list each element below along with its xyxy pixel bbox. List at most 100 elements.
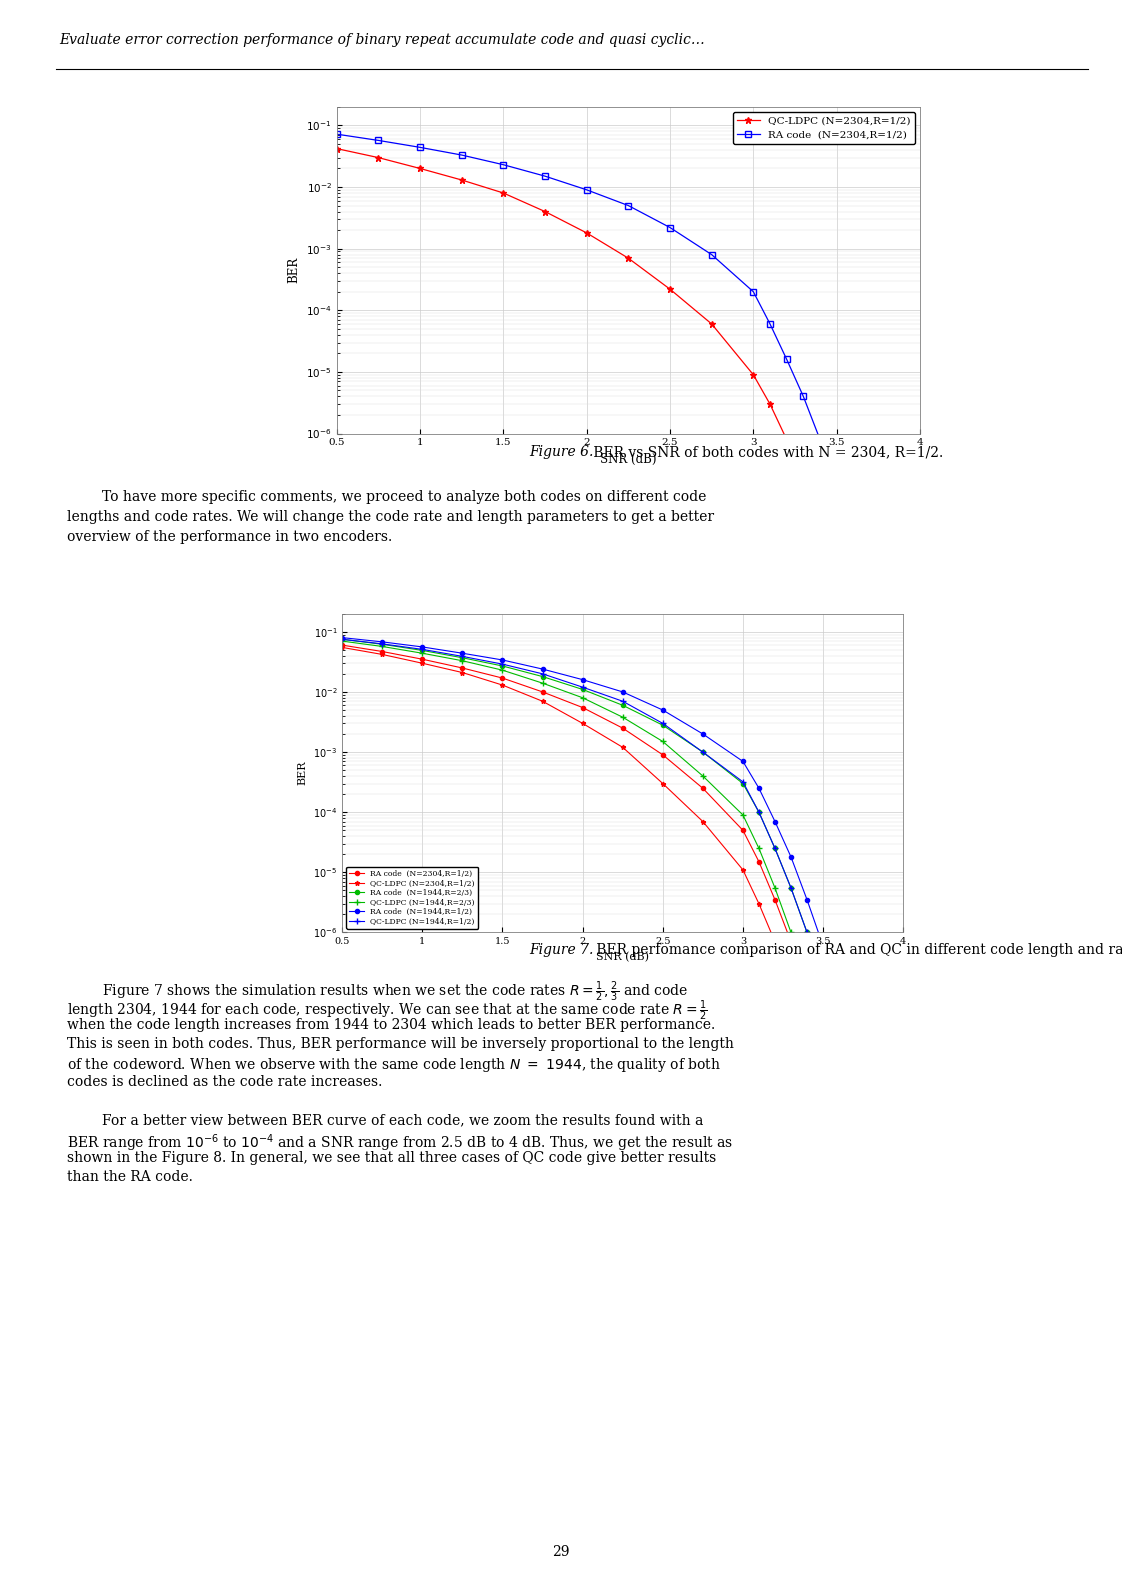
RA code  (N=2304,R=1/2) (576, 698, 589, 717)
RA code  (N=2304,R=1/2) (539, 167, 552, 186)
Line: QC-LDPC (N=1944,R=1/2): QC-LDPC (N=1944,R=1/2) (340, 636, 858, 1111)
Line: QC-LDPC (N=2304,R=1/2): QC-LDPC (N=2304,R=1/2) (340, 646, 857, 1199)
QC-LDPC (N=2304,R=1/2) (576, 714, 589, 733)
QC-LDPC (N=1944,R=1/2) (817, 972, 830, 991)
Text: BER perfomance comparison of RA and QC in different code length and rate.: BER perfomance comparison of RA and QC i… (592, 944, 1122, 956)
QC-LDPC (N=1944,R=2/3) (752, 838, 765, 858)
RA code  (N=1944,R=1/2) (496, 650, 509, 669)
RA code  (N=1944,R=2/3) (536, 666, 550, 685)
QC-LDPC (N=2304,R=1/2) (746, 365, 760, 384)
RA code  (N=1944,R=2/3) (335, 630, 349, 649)
QC-LDPC (N=2304,R=1/2) (763, 395, 776, 414)
RA code  (N=1944,R=2/3) (752, 803, 765, 823)
QC-LDPC (N=2304,R=1/2) (454, 171, 468, 190)
QC-LDPC (N=1944,R=2/3) (784, 923, 798, 942)
RA code  (N=1944,R=2/3) (800, 923, 813, 942)
RA code  (N=2304,R=1/2) (784, 932, 798, 952)
RA code  (N=2304,R=1/2) (833, 1086, 846, 1105)
QC-LDPC (N=1944,R=2/3) (817, 1025, 830, 1044)
QC-LDPC (N=1944,R=1/2) (536, 665, 550, 684)
RA code  (N=2304,R=1/2) (752, 853, 765, 872)
QC-LDPC (N=1944,R=2/3) (335, 631, 349, 650)
RA code  (N=1944,R=1/2) (376, 633, 389, 652)
QC-LDPC (N=2304,R=1/2) (752, 894, 765, 913)
RA code  (N=1944,R=2/3) (656, 716, 670, 735)
RA code  (N=1944,R=1/2) (736, 752, 749, 771)
Y-axis label: BER: BER (297, 760, 307, 786)
Line: QC-LDPC (N=1944,R=2/3): QC-LDPC (N=1944,R=2/3) (340, 638, 858, 1160)
Text: when the code length increases from 1944 to 2304 which leads to better BER perfo: when the code length increases from 1944… (67, 1019, 715, 1031)
RA code  (N=2304,R=1/2) (580, 180, 594, 199)
Text: lengths and code rates. We will change the code rate and length parameters to ge: lengths and code rates. We will change t… (67, 510, 714, 524)
QC-LDPC (N=1944,R=1/2) (769, 838, 782, 858)
QC-LDPC (N=2304,R=1/2) (330, 139, 343, 158)
RA code  (N=1944,R=2/3) (576, 681, 589, 700)
QC-LDPC (N=2304,R=1/2) (800, 1019, 813, 1038)
Line: RA code  (N=2304,R=1/2): RA code (N=2304,R=1/2) (340, 642, 857, 1157)
RA code  (N=2304,R=1/2) (800, 979, 813, 998)
QC-LDPC (N=1944,R=1/2) (800, 923, 813, 942)
RA code  (N=1944,R=2/3) (736, 775, 749, 794)
QC-LDPC (N=1944,R=1/2) (696, 743, 709, 762)
RA code  (N=1944,R=1/2) (616, 682, 629, 701)
QC-LDPC (N=1944,R=2/3) (800, 971, 813, 990)
Text: shown in the Figure 8. In general, we see that all three cases of QC code give b: shown in the Figure 8. In general, we se… (67, 1151, 716, 1165)
QC-LDPC (N=1944,R=2/3) (848, 1148, 862, 1167)
RA code  (N=1944,R=1/2) (656, 700, 670, 719)
RA code  (N=1944,R=2/3) (616, 695, 629, 714)
QC-LDPC (N=1944,R=2/3) (536, 674, 550, 693)
QC-LDPC (N=2304,R=1/2) (616, 738, 629, 757)
RA code  (N=2304,R=1/2) (746, 282, 760, 301)
RA code  (N=2304,R=1/2) (456, 658, 469, 677)
RA code  (N=1944,R=1/2) (696, 724, 709, 743)
QC-LDPC (N=1944,R=1/2) (848, 1098, 862, 1117)
QC-LDPC (N=1944,R=1/2) (616, 692, 629, 711)
QC-LDPC (N=1944,R=2/3) (769, 878, 782, 897)
QC-LDPC (N=2304,R=1/2) (769, 932, 782, 952)
QC-LDPC (N=1944,R=2/3) (696, 767, 709, 786)
RA code  (N=1944,R=1/2) (848, 1052, 862, 1071)
RA code  (N=2304,R=1/2) (330, 124, 343, 143)
RA code  (N=2304,R=1/2) (863, 575, 876, 595)
Line: RA code  (N=1944,R=2/3): RA code (N=1944,R=2/3) (340, 638, 857, 1100)
RA code  (N=1944,R=2/3) (376, 634, 389, 654)
Text: than the RA code.: than the RA code. (67, 1170, 193, 1184)
QC-LDPC (N=1944,R=1/2) (335, 630, 349, 649)
QC-LDPC (N=1944,R=2/3) (616, 708, 629, 727)
QC-LDPC (N=2304,R=1/2) (813, 504, 827, 523)
RA code  (N=2304,R=1/2) (656, 746, 670, 765)
QC-LDPC (N=2304,R=1/2) (784, 972, 798, 991)
QC-LDPC (N=2304,R=1/2) (797, 467, 810, 486)
QC-LDPC (N=1944,R=1/2) (656, 714, 670, 733)
Text: Figure 6.: Figure 6. (528, 445, 594, 459)
QC-LDPC (N=1944,R=1/2) (576, 677, 589, 697)
Y-axis label: BER: BER (287, 257, 301, 284)
RA code  (N=2304,R=1/2) (780, 349, 793, 368)
RA code  (N=2304,R=1/2) (769, 889, 782, 909)
QC-LDPC (N=1944,R=2/3) (736, 805, 749, 824)
RA code  (N=2304,R=1/2) (622, 196, 635, 215)
RA code  (N=2304,R=1/2) (371, 131, 385, 150)
QC-LDPC (N=2304,R=1/2) (705, 314, 718, 333)
QC-LDPC (N=2304,R=1/2) (833, 1127, 846, 1146)
RA code  (N=1944,R=2/3) (784, 878, 798, 897)
RA code  (N=1944,R=1/2) (784, 848, 798, 867)
RA code  (N=1944,R=1/2) (817, 936, 830, 955)
QC-LDPC (N=1944,R=2/3) (656, 732, 670, 751)
QC-LDPC (N=1944,R=1/2) (456, 647, 469, 666)
Line: RA code  (N=2304,R=1/2): RA code (N=2304,R=1/2) (333, 131, 873, 588)
QC-LDPC (N=2304,R=1/2) (663, 279, 677, 298)
RA code  (N=1944,R=2/3) (415, 641, 429, 660)
RA code  (N=1944,R=2/3) (496, 657, 509, 676)
RA code  (N=1944,R=2/3) (848, 1089, 862, 1108)
Text: For a better view between BER curve of each code, we zoom the results found with: For a better view between BER curve of e… (67, 1113, 703, 1127)
RA code  (N=2304,R=1/2) (415, 650, 429, 669)
RA code  (N=2304,R=1/2) (454, 145, 468, 164)
Text: Figure 7 shows the simulation results when we set the code rates $R = \frac{1}{2: Figure 7 shows the simulation results wh… (67, 980, 689, 1004)
Text: codes is declined as the code rate increases.: codes is declined as the code rate incre… (67, 1074, 383, 1089)
QC-LDPC (N=2304,R=1/2) (622, 249, 635, 268)
QC-LDPC (N=1944,R=2/3) (376, 638, 389, 657)
RA code  (N=2304,R=1/2) (497, 155, 511, 174)
RA code  (N=2304,R=1/2) (848, 1146, 862, 1165)
Legend: QC-LDPC (N=2304,R=1/2), RA code  (N=2304,R=1/2): QC-LDPC (N=2304,R=1/2), RA code (N=2304,… (733, 112, 914, 143)
